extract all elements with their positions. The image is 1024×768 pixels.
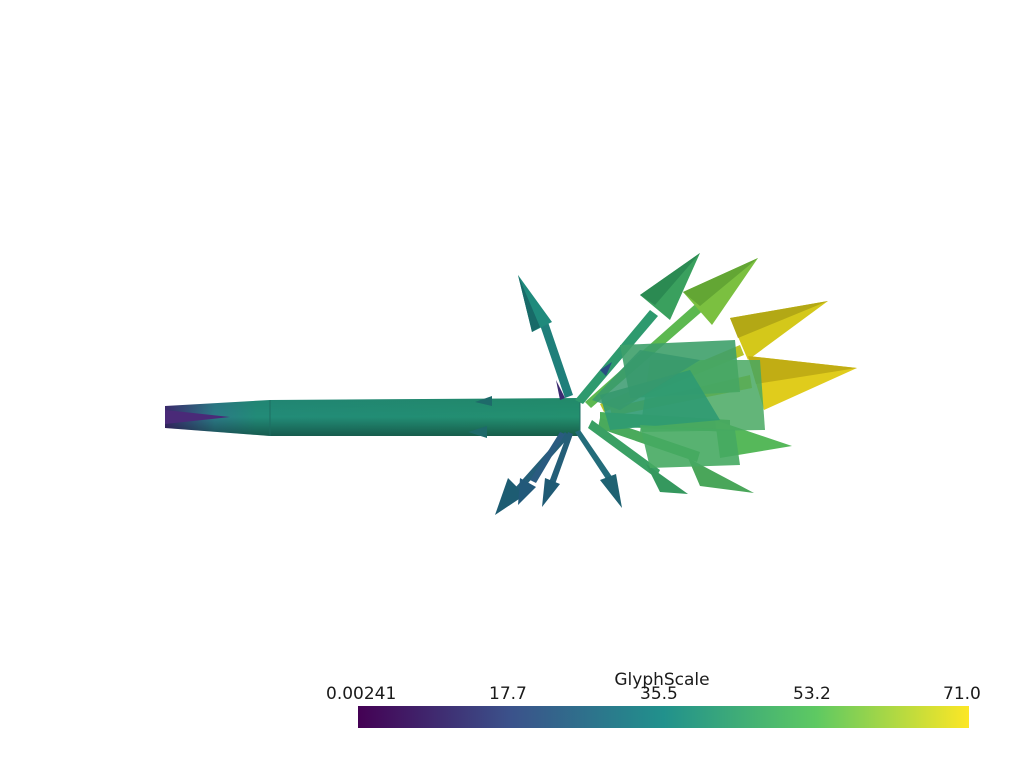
colorbar-tick-3: 53.2 [793, 684, 831, 704]
colorbar-tick-max: 71.0 [943, 684, 981, 704]
main-shaft-glyph [165, 396, 581, 438]
arrow-glyphs-fan [556, 253, 857, 494]
arrow-glyph-up [518, 275, 573, 398]
colorbar: GlyphScale 0.00241 17.7 35.5 53.2 71.0 [320, 668, 1000, 738]
colorbar-tick-min: 0.00241 [326, 684, 397, 704]
colorbar-title: GlyphScale [614, 670, 710, 690]
colorbar-tick-1: 17.7 [489, 684, 527, 704]
arrow-glyphs-down [495, 430, 622, 515]
colorbar-gradient [358, 706, 969, 728]
colorbar-tick-2: 35.5 [640, 684, 678, 704]
